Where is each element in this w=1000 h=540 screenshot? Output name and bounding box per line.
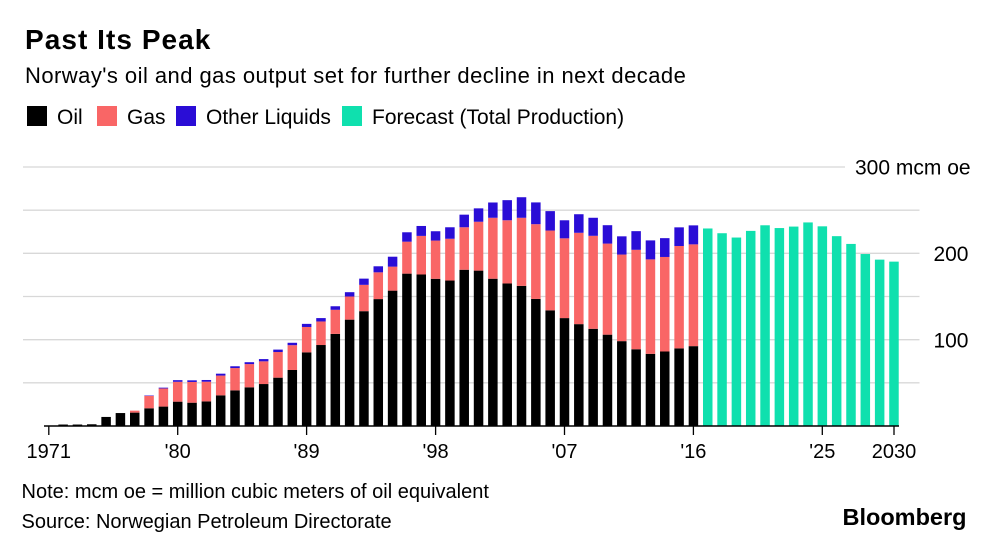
- svg-text:'80: '80: [165, 441, 191, 463]
- svg-text:'07: '07: [551, 441, 577, 463]
- svg-text:'89: '89: [294, 441, 320, 463]
- svg-text:'16: '16: [680, 441, 706, 463]
- svg-text:200: 200: [933, 243, 968, 266]
- svg-text:2030: 2030: [872, 441, 917, 463]
- svg-text:100: 100: [933, 329, 968, 352]
- svg-text:'25: '25: [809, 441, 835, 463]
- svg-text:1971: 1971: [27, 441, 72, 463]
- svg-text:300 mcm oe: 300 mcm oe: [855, 157, 971, 180]
- svg-text:'98: '98: [423, 441, 449, 463]
